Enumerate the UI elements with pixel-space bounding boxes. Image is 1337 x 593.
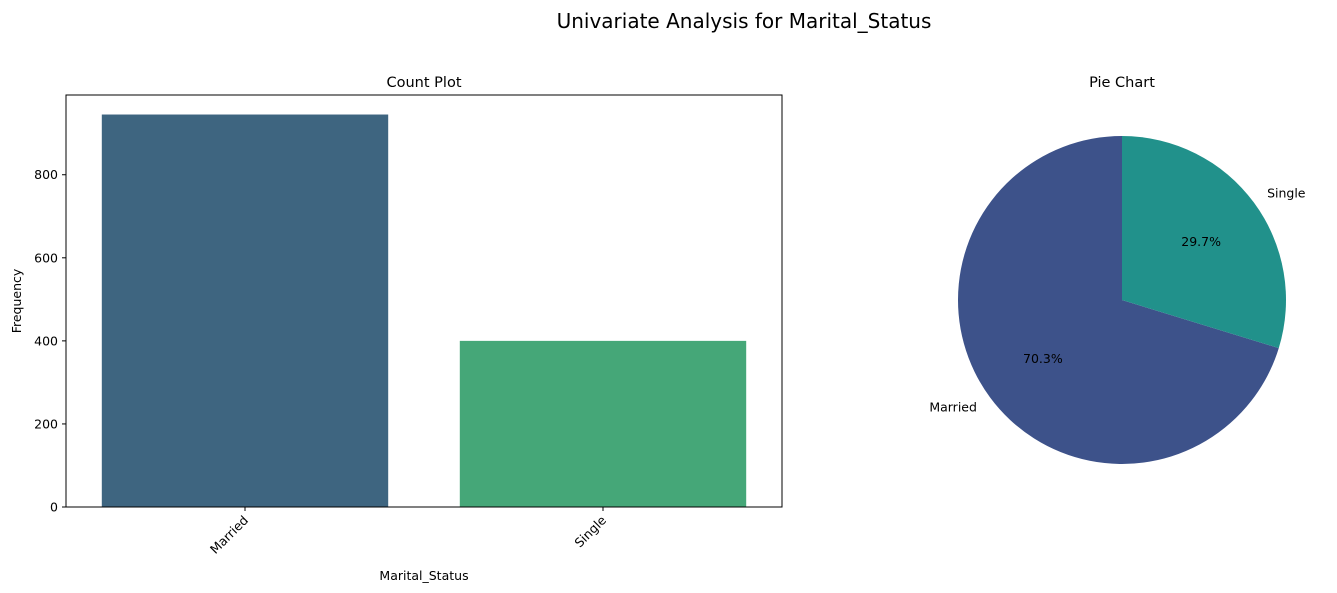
y-tick-label: 400 (34, 333, 58, 348)
pie-chart-title: Pie Chart (1089, 75, 1155, 91)
y-axis-label: Frequency (9, 268, 24, 333)
pie-percent-single: 29.7% (1181, 234, 1221, 249)
pie-marks: Married 70.3% Single 29.7% (929, 135, 1306, 464)
x-tick-label: Married (207, 513, 251, 557)
y-tick-label: 200 (34, 416, 58, 431)
count-plot: Count Plot 0 200 400 600 800 Married Single M… (9, 75, 783, 583)
pie-label-married: Married (929, 400, 977, 415)
y-tick-label: 0 (50, 500, 58, 515)
x-axis-ticks: Married Single (207, 507, 609, 557)
y-axis-ticks: 0 200 400 600 800 (34, 167, 66, 515)
pie-slice-married (958, 136, 1279, 464)
pie-label-single: Single (1267, 185, 1306, 200)
bar-married (101, 114, 389, 507)
y-tick-label: 600 (34, 250, 58, 265)
bar-marks (101, 114, 747, 507)
figure-suptitle: Univariate Analysis for Marital_Status (557, 9, 932, 33)
pie-percent-married: 70.3% (1023, 351, 1063, 366)
x-tick-label: Single (571, 512, 609, 550)
pie-chart: Pie Chart Married 70.3% Single 29.7% (929, 75, 1306, 464)
y-tick-label: 800 (34, 167, 58, 182)
count-plot-title: Count Plot (387, 75, 462, 91)
x-axis-label: Marital_Status (379, 568, 468, 583)
plot-area-frame (65, 94, 783, 508)
bar-single (459, 340, 747, 507)
pie-slice-single (1122, 135, 1286, 349)
